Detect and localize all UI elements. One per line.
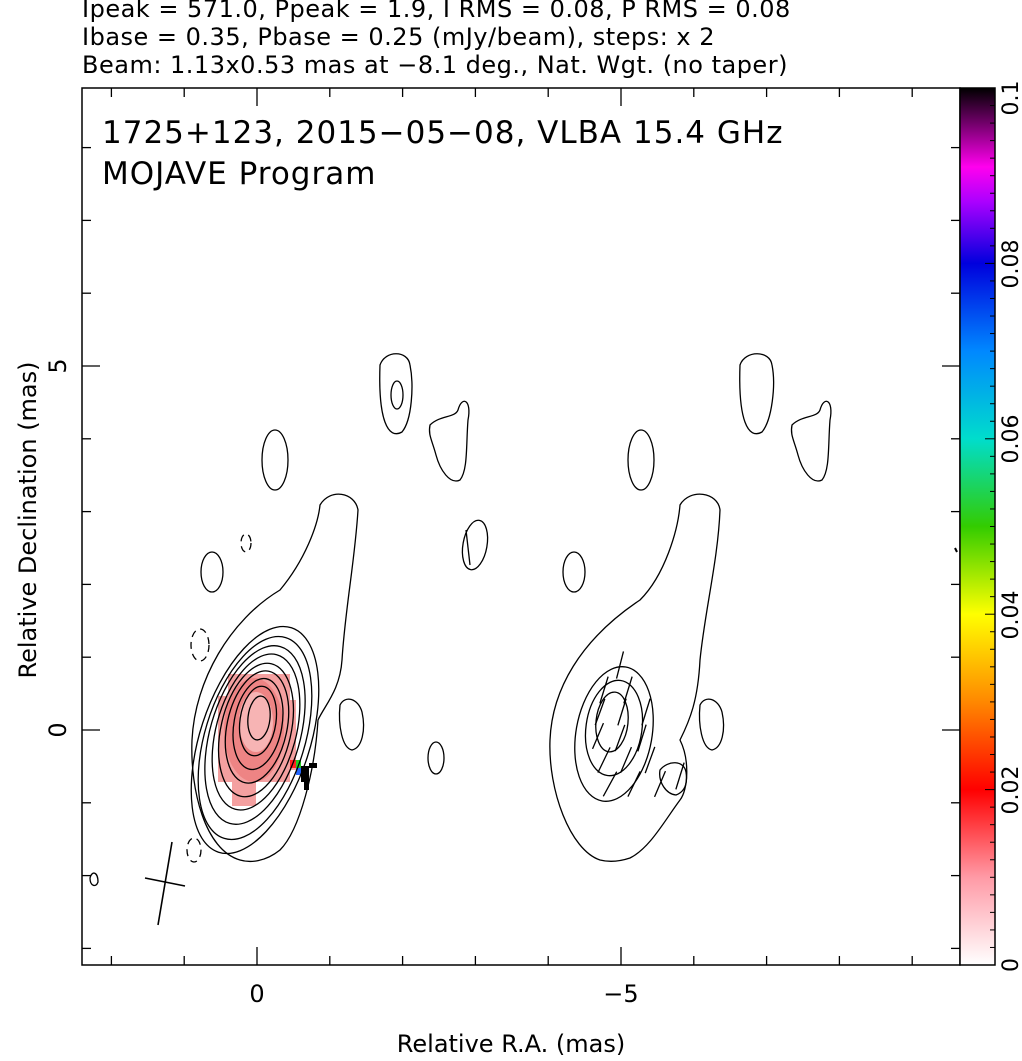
- intensity-contours: [89, 353, 489, 887]
- evpa-tick: [602, 771, 618, 797]
- evpa-tick: [619, 746, 633, 774]
- evpa-stray: [954, 547, 958, 553]
- evpa-tick: [594, 698, 606, 726]
- evpa-tick: [653, 770, 667, 798]
- colorbar-label: 0: [999, 958, 1022, 972]
- evpa-tick: [623, 676, 633, 704]
- evpa-tick: [675, 762, 685, 790]
- header-line-2: Ibase = 0.35, Pbase = 0.25 (mJy/beam), s…: [82, 23, 716, 51]
- evpa-tick: [614, 724, 626, 752]
- polarization-contours: [549, 353, 832, 862]
- evpa-tick: [591, 722, 605, 750]
- colorbar-scale: [959, 87, 996, 966]
- negative-contours: [186, 533, 252, 863]
- x-axis-label: Relative R.A. (mas): [396, 1030, 626, 1058]
- plot-title: 1725+123, 2015−05−08, VLBA 15.4 GHz: [102, 115, 783, 151]
- beam-cross: [144, 841, 186, 926]
- evpa-stray: [465, 529, 471, 566]
- evpa-vectors: [591, 651, 685, 798]
- colorbar: [959, 87, 996, 966]
- plot-frame: [81, 87, 961, 966]
- evpa-tick: [641, 698, 651, 726]
- y-axis-label: Relative Declination (mas): [14, 361, 42, 679]
- colorbar-label: 0.08: [999, 240, 1022, 289]
- x-tick-label: −5: [603, 980, 638, 1008]
- y-tick-label: 0: [44, 722, 72, 737]
- evpa-tick: [644, 746, 656, 774]
- header-line-3: Beam: 1.13x0.53 mas at −8.1 deg., Nat. W…: [82, 51, 788, 79]
- colorbar-label: 0.06: [999, 415, 1022, 464]
- colorbar-label: 0.04: [999, 591, 1022, 640]
- plot-subtitle: MOJAVE Program: [102, 156, 376, 192]
- evpa-tick: [617, 698, 627, 726]
- colorbar-label: 0.02: [999, 766, 1022, 815]
- evpa-tick: [637, 724, 647, 752]
- evpa-tick: [615, 651, 625, 679]
- header-line-1: Ipeak = 571.0, Ppeak = 1.9, I RMS = 0.08…: [82, 0, 791, 23]
- evpa-tick: [597, 747, 611, 773]
- axis-ticks: [82, 88, 960, 965]
- evpa-tick: [599, 676, 609, 704]
- y-tick-label: 5: [44, 358, 72, 373]
- colorbar-label: 0.1: [999, 81, 1022, 116]
- evpa-tick: [627, 771, 641, 797]
- x-tick-label: 0: [249, 980, 264, 1008]
